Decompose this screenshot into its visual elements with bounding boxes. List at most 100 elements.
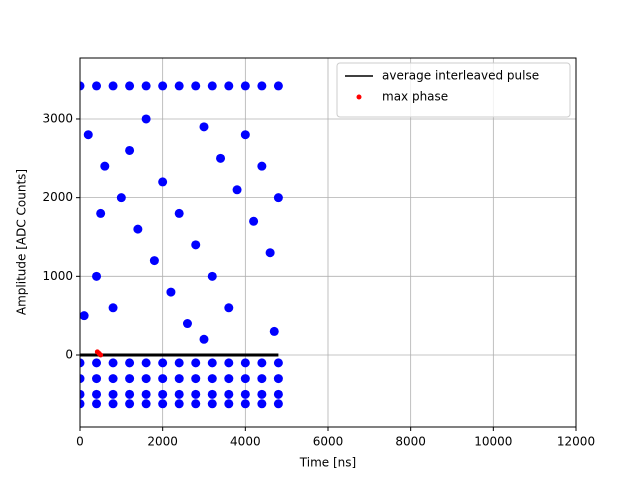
point: [141, 114, 151, 124]
point: [199, 122, 209, 132]
x-tick-label: 4000: [230, 435, 261, 449]
point: [174, 374, 184, 384]
point: [273, 81, 283, 91]
point: [174, 81, 184, 91]
point: [141, 389, 151, 399]
point: [100, 161, 110, 171]
point: [207, 271, 217, 281]
y-tick-label: 3000: [42, 111, 73, 125]
point: [207, 389, 217, 399]
point: [191, 389, 201, 399]
point: [257, 399, 267, 409]
x-tick-label: 6000: [313, 435, 344, 449]
point: [92, 271, 102, 281]
point: [125, 389, 135, 399]
point: [182, 319, 192, 329]
y-tick-label: 1000: [42, 269, 73, 283]
point: [224, 399, 234, 409]
point: [108, 389, 118, 399]
point: [240, 130, 250, 140]
point: [257, 389, 267, 399]
point: [191, 399, 201, 409]
x-tick-label: 0: [76, 435, 84, 449]
point: [224, 358, 234, 368]
point: [108, 374, 118, 384]
point: [174, 399, 184, 409]
x-tick-label: 12000: [557, 435, 595, 449]
point: [191, 374, 201, 384]
point: [149, 256, 159, 266]
point: [98, 352, 104, 358]
point: [240, 358, 250, 368]
point: [125, 81, 135, 91]
point: [80, 311, 89, 321]
point: [158, 374, 168, 384]
point: [273, 389, 283, 399]
point: [174, 208, 184, 218]
point: [141, 399, 151, 409]
point: [174, 389, 184, 399]
point: [273, 374, 283, 384]
point: [174, 358, 184, 368]
point: [158, 399, 168, 409]
point: [80, 389, 85, 399]
point: [224, 389, 234, 399]
point: [141, 358, 151, 368]
point: [92, 389, 102, 399]
point: [224, 303, 234, 313]
point: [257, 161, 267, 171]
y-axis-label: Amplitude [ADC Counts]: [15, 169, 29, 315]
point: [125, 358, 135, 368]
y-tick-label: 2000: [42, 190, 73, 204]
point: [265, 248, 275, 258]
x-tick-label: 8000: [395, 435, 426, 449]
x-axis-label: Time [ns]: [299, 456, 356, 470]
point: [191, 358, 201, 368]
point: [240, 374, 250, 384]
axes-frame: [79, 57, 577, 428]
point: [191, 240, 201, 250]
point: [108, 303, 118, 313]
point: [257, 374, 267, 384]
point: [207, 374, 217, 384]
point: [199, 334, 209, 344]
point: [158, 358, 168, 368]
point: [191, 81, 201, 91]
point: [224, 81, 234, 91]
point: [125, 145, 135, 155]
x-tick-label: 10000: [474, 435, 512, 449]
point: [158, 177, 168, 187]
point: [232, 185, 242, 195]
point: [240, 399, 250, 409]
point: [207, 399, 217, 409]
point: [83, 130, 93, 140]
point: [273, 193, 283, 203]
legend-label: average interleaved pulse: [382, 69, 539, 83]
point: [207, 81, 217, 91]
point: [92, 358, 102, 368]
point: [125, 399, 135, 409]
point: [240, 389, 250, 399]
point: [108, 81, 118, 91]
point: [158, 81, 168, 91]
point: [158, 389, 168, 399]
point: [96, 208, 106, 218]
point: [92, 374, 102, 384]
legend-label: max phase: [382, 90, 448, 104]
point: [240, 81, 250, 91]
point: [273, 399, 283, 409]
point: [108, 399, 118, 409]
point: [80, 374, 85, 384]
point: [257, 358, 267, 368]
point: [249, 216, 259, 226]
y-tick-label: 0: [65, 348, 73, 362]
point: [273, 358, 283, 368]
point: [80, 81, 85, 91]
point: [80, 358, 85, 368]
point: [92, 399, 102, 409]
point: [133, 224, 143, 234]
point: [92, 81, 102, 91]
point: [166, 287, 176, 297]
